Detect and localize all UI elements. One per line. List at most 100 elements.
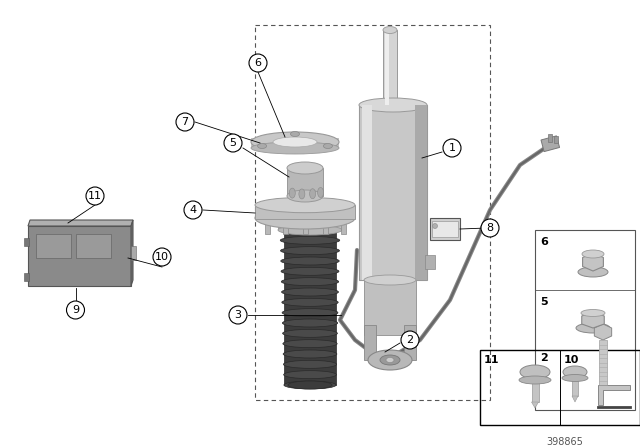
Text: 8: 8: [486, 223, 493, 233]
Bar: [404, 325, 416, 360]
Bar: [255, 25, 490, 400]
Ellipse shape: [283, 340, 337, 348]
Bar: [430, 218, 460, 240]
Ellipse shape: [368, 350, 412, 370]
Text: 1: 1: [449, 143, 456, 153]
Ellipse shape: [281, 257, 339, 265]
Ellipse shape: [299, 189, 305, 199]
Ellipse shape: [581, 310, 605, 316]
Ellipse shape: [280, 226, 340, 234]
Polygon shape: [582, 312, 604, 328]
Ellipse shape: [310, 189, 316, 199]
Ellipse shape: [282, 319, 338, 327]
Bar: [303, 218, 307, 234]
Bar: [255, 205, 355, 219]
Bar: [340, 218, 346, 234]
Bar: [535, 230, 635, 410]
Ellipse shape: [380, 355, 400, 365]
Bar: [383, 30, 397, 105]
Ellipse shape: [563, 366, 587, 378]
Text: 10: 10: [564, 355, 579, 365]
Ellipse shape: [278, 225, 342, 235]
Ellipse shape: [251, 132, 339, 152]
Ellipse shape: [578, 267, 608, 277]
Circle shape: [443, 139, 461, 157]
Ellipse shape: [284, 360, 337, 368]
Ellipse shape: [383, 26, 397, 34]
Bar: [28, 226, 131, 286]
Text: 2: 2: [540, 353, 548, 363]
Circle shape: [481, 219, 499, 237]
Ellipse shape: [359, 98, 427, 112]
Circle shape: [401, 331, 419, 349]
Text: 11: 11: [484, 355, 499, 365]
Ellipse shape: [289, 188, 295, 198]
Bar: [531, 380, 538, 402]
Polygon shape: [598, 385, 630, 405]
Text: 6: 6: [255, 58, 262, 68]
Bar: [362, 105, 372, 280]
Bar: [76, 234, 111, 258]
Polygon shape: [595, 324, 612, 340]
Bar: [131, 246, 136, 260]
Text: 7: 7: [181, 117, 189, 127]
Ellipse shape: [251, 142, 339, 154]
Ellipse shape: [288, 381, 332, 389]
Ellipse shape: [284, 370, 337, 379]
Ellipse shape: [255, 197, 355, 213]
Bar: [572, 378, 578, 396]
Ellipse shape: [582, 250, 604, 258]
Ellipse shape: [364, 275, 416, 285]
Text: 5: 5: [540, 297, 548, 307]
Polygon shape: [572, 396, 578, 402]
Circle shape: [176, 113, 194, 131]
Bar: [359, 105, 427, 280]
Circle shape: [153, 248, 171, 266]
Bar: [548, 134, 552, 142]
Ellipse shape: [519, 376, 551, 384]
Polygon shape: [531, 402, 538, 408]
Text: 10: 10: [155, 252, 169, 262]
Bar: [554, 136, 558, 143]
Ellipse shape: [280, 247, 339, 254]
Ellipse shape: [287, 190, 323, 202]
Circle shape: [224, 134, 242, 152]
Ellipse shape: [282, 288, 339, 296]
Ellipse shape: [284, 381, 336, 389]
Bar: [599, 340, 607, 390]
Bar: [364, 325, 376, 360]
Circle shape: [86, 187, 104, 205]
Bar: [24, 273, 29, 281]
Ellipse shape: [278, 211, 342, 221]
Ellipse shape: [283, 329, 337, 337]
Bar: [24, 238, 29, 246]
Ellipse shape: [433, 224, 438, 228]
Ellipse shape: [520, 365, 550, 379]
Ellipse shape: [282, 298, 338, 306]
Ellipse shape: [255, 207, 355, 229]
Ellipse shape: [282, 309, 338, 317]
Bar: [287, 168, 323, 196]
Bar: [364, 280, 416, 335]
Ellipse shape: [257, 143, 267, 148]
Circle shape: [67, 301, 84, 319]
Text: 6: 6: [540, 237, 548, 247]
Bar: [36, 234, 71, 258]
Ellipse shape: [287, 162, 323, 174]
Bar: [415, 105, 427, 280]
Text: 5: 5: [230, 138, 237, 148]
Bar: [432, 221, 458, 237]
Circle shape: [229, 306, 247, 324]
Bar: [264, 218, 269, 234]
Bar: [541, 136, 559, 151]
Bar: [480, 350, 640, 425]
Ellipse shape: [280, 237, 340, 244]
Text: 11: 11: [88, 191, 102, 201]
Ellipse shape: [323, 143, 332, 148]
Circle shape: [249, 54, 267, 72]
Bar: [385, 30, 389, 105]
Bar: [323, 218, 328, 234]
Ellipse shape: [282, 278, 339, 286]
Text: 4: 4: [189, 205, 196, 215]
Polygon shape: [131, 220, 133, 286]
